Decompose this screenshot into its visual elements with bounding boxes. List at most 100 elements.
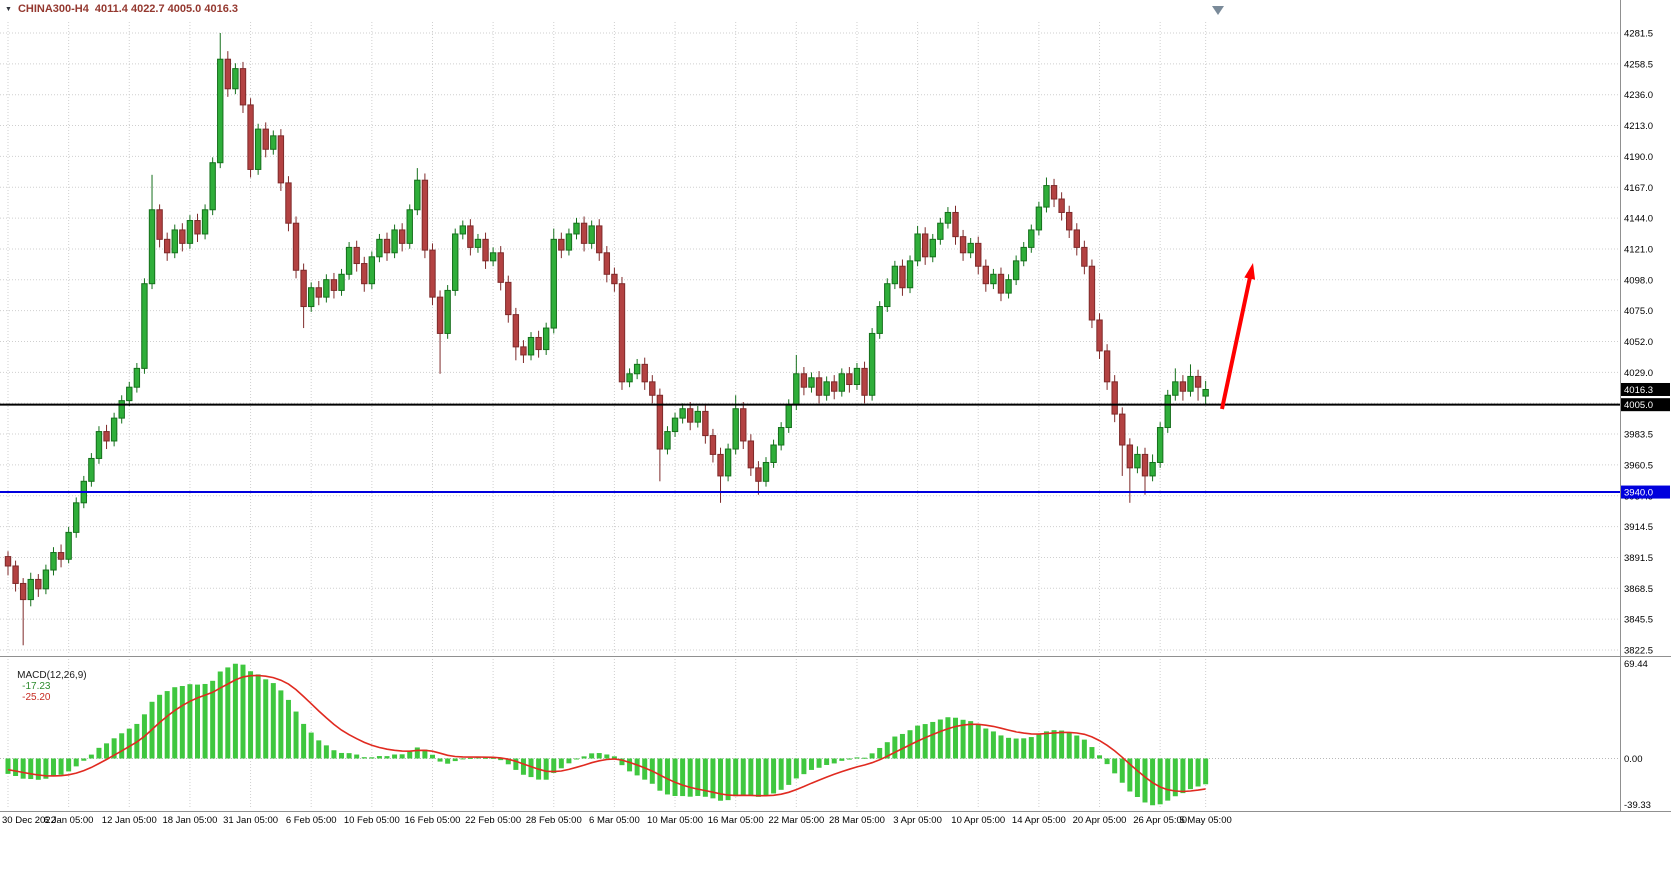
- macd-histogram-bar: [1021, 738, 1027, 759]
- time-axis-label: 30 Dec 2022: [2, 815, 56, 826]
- candle: [694, 406, 701, 428]
- macd-histogram-bar: [1127, 758, 1133, 792]
- macd-histogram-bar: [1157, 758, 1163, 805]
- candle: [482, 232, 489, 269]
- macd-histogram-bar: [316, 740, 322, 759]
- candle: [777, 422, 785, 451]
- price-axis-label: 3868.5: [1624, 584, 1653, 595]
- macd-histogram-bar: [892, 736, 898, 759]
- candle: [308, 282, 315, 312]
- time-axis-label: 14 Apr 05:00: [1012, 815, 1066, 826]
- svg-text:4005.0: 4005.0: [1624, 400, 1653, 411]
- time-axis-label: 12 Jan 05:00: [102, 815, 157, 826]
- candle: [656, 388, 664, 482]
- macd-main-value: -17.23: [22, 681, 51, 692]
- macd-histogram-bar: [755, 758, 761, 797]
- symbol-title: CHINA300-H4: [17, 3, 89, 15]
- candle: [368, 251, 376, 290]
- candlestick-series: [4, 33, 1209, 646]
- candle: [1096, 313, 1103, 359]
- macd-histogram-bar: [1195, 758, 1201, 787]
- candle: [497, 246, 504, 291]
- candle: [558, 232, 565, 259]
- candle: [141, 278, 148, 374]
- candle: [641, 357, 648, 390]
- macd-histogram-bar: [339, 752, 345, 759]
- price-axis-label: 4281.5: [1624, 29, 1653, 40]
- candle: [467, 219, 474, 256]
- candle: [217, 33, 224, 169]
- candle: [421, 173, 429, 259]
- candle: [975, 236, 982, 275]
- macd-histogram-bar: [778, 758, 784, 790]
- macd-histogram-bar: [763, 758, 769, 796]
- candle: [823, 376, 830, 401]
- time-axis-label: 10 Apr 05:00: [951, 815, 1005, 826]
- macd-histogram-bar: [1187, 758, 1193, 790]
- one-click-trading-toggle-icon[interactable]: ▼: [5, 5, 12, 13]
- candle: [633, 358, 641, 380]
- candle: [815, 371, 823, 404]
- macd-histogram-bar: [953, 717, 958, 759]
- time-axis-label: 31 Jan 05:00: [223, 815, 278, 826]
- candle: [868, 328, 876, 401]
- candle: [300, 263, 307, 329]
- macd-histogram-bar: [210, 680, 216, 759]
- macd-histogram-bar: [877, 747, 883, 759]
- price-axis-label: 4075.0: [1624, 306, 1653, 317]
- macd-axis-label: -39.33: [1624, 800, 1651, 811]
- macd-histogram-bar: [278, 690, 284, 759]
- candle: [762, 457, 770, 487]
- macd-histogram-bar: [619, 758, 625, 766]
- price-axis-label: 4052.0: [1624, 337, 1653, 348]
- macd-histogram-bar: [1165, 758, 1171, 801]
- candle: [489, 247, 497, 267]
- candle: [57, 544, 65, 568]
- candle: [550, 228, 557, 334]
- macd-histogram-bar: [1180, 758, 1186, 794]
- macd-histogram-bar: [467, 757, 473, 759]
- candle: [1119, 407, 1126, 476]
- candle: [899, 259, 906, 296]
- candle: [755, 461, 762, 495]
- macd-histogram-bar: [73, 758, 79, 767]
- macd-histogram-bar: [710, 758, 716, 799]
- macd-histogram-bar: [1112, 758, 1118, 774]
- macd-histogram-bar: [483, 757, 489, 759]
- macd-histogram-bar: [718, 758, 724, 801]
- candle: [353, 240, 360, 272]
- price-axis[interactable]: 4281.5 4258.5 4236.0 4213.0 4190.0 4167.0 4144…: [1624, 29, 1653, 812]
- macd-histogram-bar: [596, 753, 602, 759]
- macd-histogram-bar: [869, 753, 875, 759]
- price-axis-label: 3960.5: [1624, 460, 1653, 471]
- macd-histogram-bar: [1074, 735, 1080, 759]
- candle: [1149, 454, 1156, 482]
- macd-histogram-bar: [824, 758, 830, 765]
- candle: [4, 551, 12, 576]
- macd-histogram-bar: [392, 754, 398, 759]
- macd-histogram-bar: [884, 742, 890, 759]
- macd-histogram-bar: [58, 758, 64, 775]
- macd-histogram-bar: [88, 754, 94, 759]
- macd-histogram-bar: [990, 731, 996, 759]
- candle: [186, 215, 194, 249]
- time-axis-label: 3 Apr 05:00: [893, 815, 942, 826]
- chart-shift-marker-icon[interactable]: [1212, 6, 1224, 15]
- candle: [770, 439, 777, 468]
- macd-histogram-bar: [930, 721, 936, 759]
- price-axis-label: 4098.0: [1624, 275, 1653, 286]
- candle: [997, 267, 1005, 302]
- time-axis-label: 22 Mar 05:00: [768, 815, 824, 826]
- macd-histogram-bar: [301, 723, 307, 759]
- candle: [148, 174, 156, 290]
- candle: [1043, 177, 1050, 213]
- symbol-header: ▼ CHINA300-H4 4011.4 4022.7 4005.0 4016.…: [5, 3, 238, 15]
- macd-histogram-bar: [915, 725, 921, 759]
- candle: [118, 395, 125, 424]
- macd-histogram-bar: [81, 758, 87, 761]
- macd-histogram-bar: [520, 758, 526, 775]
- trend-arrow-annotation[interactable]: [1220, 263, 1256, 410]
- macd-histogram-bar: [1104, 758, 1110, 765]
